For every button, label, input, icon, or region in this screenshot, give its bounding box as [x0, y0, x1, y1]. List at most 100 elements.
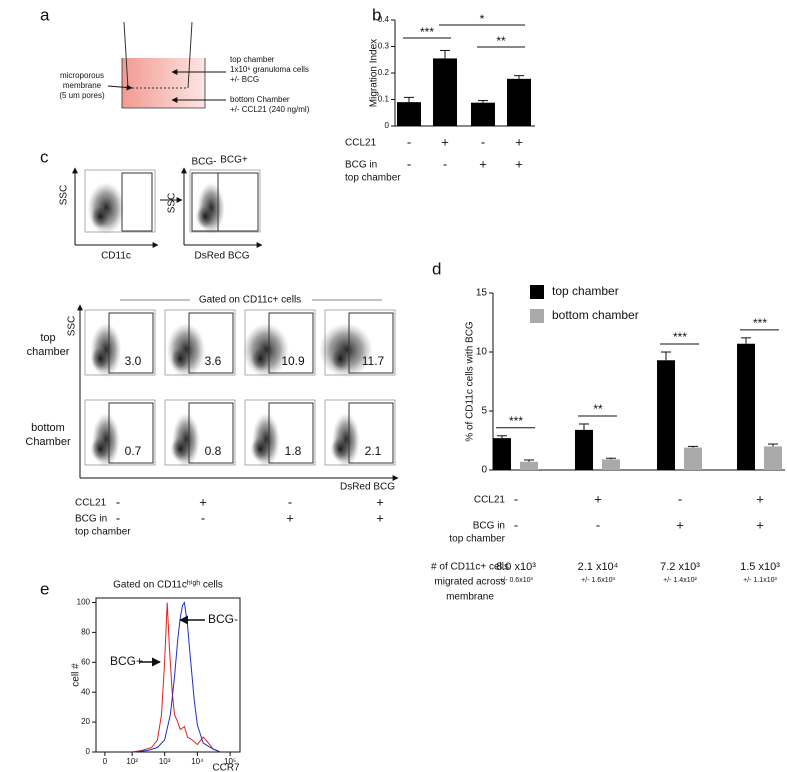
y-tick-label: 15	[476, 288, 488, 299]
condition-sign: +	[376, 494, 384, 509]
well	[121, 58, 206, 109]
cell-density	[90, 345, 111, 372]
count-spread: +/- 0.6x10³	[499, 577, 533, 584]
top-chamber-label: 1x10⁶ granuloma cells	[230, 65, 309, 74]
x-axis-label: CCR7	[212, 763, 240, 772]
count-label: migrated across	[434, 577, 505, 588]
axis-label: SSC	[67, 316, 78, 337]
y-tick-label: 0.3	[378, 42, 390, 51]
condition-label: CCL21	[474, 495, 506, 506]
axis-label: DsRed BCG	[194, 251, 249, 262]
gate	[188, 402, 234, 464]
bar	[520, 461, 538, 470]
histogram-line	[132, 602, 221, 753]
insert-wall	[123, 21, 129, 89]
cell-density	[195, 204, 216, 229]
top-chamber-label: top chamber	[230, 55, 275, 64]
bar	[602, 459, 620, 470]
membrane-label: membrane	[63, 81, 102, 90]
chart-title: Gated on CD11cʰⁱᵍʰ cells	[113, 580, 223, 591]
condition-sign: +	[756, 491, 764, 506]
y-tick-label: 0	[86, 747, 91, 756]
gate-percentage: 3.0	[125, 354, 142, 368]
condition-label: top chamber	[75, 527, 131, 538]
gate	[268, 312, 314, 374]
bar	[507, 78, 531, 126]
cell-density	[330, 345, 351, 372]
bar	[397, 102, 421, 126]
x-tick-label: 10²	[126, 757, 138, 766]
bar	[433, 58, 457, 126]
count-value: 8.0 x10³	[496, 561, 536, 573]
axis-label: DsRed BCG	[340, 482, 395, 493]
bar	[737, 343, 755, 470]
gate	[217, 172, 259, 232]
bar	[575, 429, 593, 470]
bar	[493, 438, 511, 470]
cell-density	[330, 435, 351, 462]
panel-letter: d	[432, 259, 441, 278]
gate	[348, 402, 394, 464]
significance: *	[480, 12, 485, 26]
bar	[684, 447, 702, 470]
count-value: 1.5 x10³	[740, 561, 780, 573]
condition-sign: +	[376, 510, 384, 525]
bar	[764, 446, 782, 470]
x-tick-label: 10⁵	[224, 757, 236, 766]
y-tick-label: 60	[81, 657, 90, 666]
condition-label: top chamber	[449, 534, 505, 545]
y-tick-label: 0	[385, 121, 390, 130]
axis-label: SSC	[167, 193, 178, 214]
count-spread: +/- 1.6x10³	[581, 577, 615, 584]
gate	[108, 312, 154, 374]
y-tick-label: 5	[481, 406, 487, 417]
panel-letter: b	[372, 5, 381, 24]
condition-sign: +	[594, 491, 602, 506]
condition-sign: -	[116, 510, 120, 525]
significance: **	[593, 402, 603, 416]
y-tick-label: 0.2	[378, 68, 390, 77]
condition-sign: +	[441, 134, 449, 149]
count-spread: +/- 1.4x10²	[663, 577, 697, 584]
gate-percentage: 0.7	[125, 444, 142, 458]
gate	[348, 312, 394, 374]
count-value: 2.1 x10⁴	[578, 561, 619, 573]
series-label: BCG+	[110, 654, 143, 668]
legend-label: bottom chamber	[552, 308, 639, 322]
gated-label: Gated on CD11c+ cells	[199, 295, 301, 306]
panel-letter: a	[40, 5, 50, 24]
condition-sign: -	[288, 494, 292, 509]
legend-swatch	[530, 309, 544, 323]
panel-letter: c	[40, 147, 49, 166]
bottom-chamber-label: bottom Chamber	[230, 95, 290, 104]
condition-sign: -	[481, 134, 485, 149]
y-tick-label: 80	[81, 627, 90, 636]
condition-sign: -	[678, 491, 682, 506]
condition-sign: +	[756, 517, 764, 532]
significance: ***	[753, 316, 767, 330]
condition-sign: -	[514, 517, 518, 532]
y-tick-label: 100	[77, 598, 91, 607]
count-spread: +/- 1.1x10³	[743, 577, 777, 584]
y-tick-label: 40	[81, 687, 90, 696]
condition-label: BCG in	[473, 521, 505, 532]
x-tick-label: 10⁴	[191, 757, 204, 766]
y-tick-label: 20	[81, 717, 90, 726]
condition-sign: +	[676, 517, 684, 532]
condition-sign: -	[116, 494, 120, 509]
membrane-label: (5 um pores)	[59, 91, 105, 100]
panel-c: c SSC CD11c SSC DsRed BCG BCG- BCG+ Gated on CD…	[25, 147, 399, 538]
row-label: top	[40, 332, 55, 344]
count-label: membrane	[446, 592, 494, 603]
condition-sign: +	[515, 134, 523, 149]
condition-label: top chamber	[345, 173, 401, 184]
condition-sign: -	[407, 134, 411, 149]
condition-sign: -	[596, 517, 600, 532]
row-label: Chamber	[25, 436, 71, 448]
cell-density	[250, 345, 271, 372]
y-axis-label: cell #	[71, 663, 82, 687]
arrow	[107, 84, 133, 91]
legend-label: top chamber	[552, 284, 619, 298]
significance: ***	[420, 25, 434, 39]
